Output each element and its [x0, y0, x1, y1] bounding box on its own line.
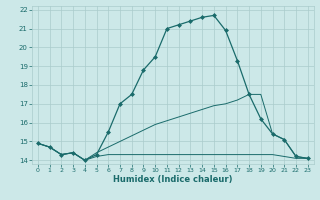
- X-axis label: Humidex (Indice chaleur): Humidex (Indice chaleur): [113, 175, 233, 184]
